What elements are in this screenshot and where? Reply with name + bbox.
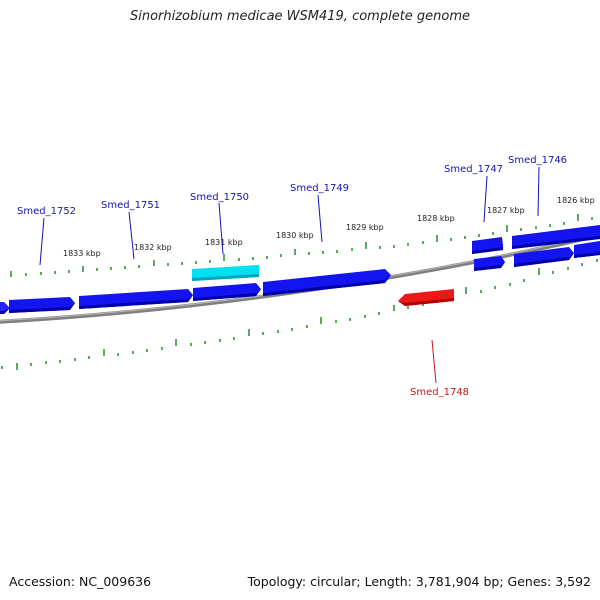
gene-label-smed-1752[interactable]: Smed_1752 bbox=[17, 206, 76, 217]
gene-label-leaders bbox=[39, 166, 540, 384]
tick-label-1828: 1828 kbp bbox=[417, 214, 455, 223]
gene-arrow-smed-1747-a[interactable] bbox=[472, 237, 503, 254]
gene-arrow-smed-1750-selected[interactable] bbox=[192, 265, 259, 281]
tick-label-1827: 1827 kbp bbox=[487, 206, 525, 215]
map-title: Sinorhizobium medicae WSM419, complete g… bbox=[129, 9, 471, 24]
gene-label-smed-1748[interactable]: Smed_1748 bbox=[410, 387, 469, 398]
gene-arrow-smed-1748[interactable] bbox=[398, 289, 454, 306]
tick-label-1826: 1826 kbp bbox=[557, 196, 595, 205]
gene-arrow-1745-b[interactable] bbox=[574, 241, 600, 258]
genome-summary-text: Topology: circular; Length: 3,781,904 bp… bbox=[247, 574, 591, 589]
tick-label-1829: 1829 kbp bbox=[346, 223, 384, 232]
gene-arrow-smed-1747-b[interactable] bbox=[474, 256, 505, 271]
genome-backbone bbox=[0, 233, 600, 324]
gene-label-smed-1746[interactable]: Smed_1746 bbox=[508, 155, 567, 166]
gene-arrow-smed-1750-lower[interactable] bbox=[193, 283, 261, 301]
gene-arrow-smed-1752[interactable] bbox=[9, 297, 75, 313]
gene-arrow-smed-1751[interactable] bbox=[79, 289, 193, 309]
forward-strand-genes bbox=[0, 225, 600, 314]
gene-arrow-smed-1749[interactable] bbox=[263, 269, 391, 296]
gene-arrow-1745-a[interactable] bbox=[514, 247, 574, 267]
gene-label-smed-1750[interactable]: Smed_1750 bbox=[190, 192, 249, 203]
accession-text: Accession: NC_009636 bbox=[9, 574, 152, 589]
tick-minor bbox=[10, 214, 593, 277]
gene-label-smed-1751[interactable]: Smed_1751 bbox=[101, 200, 160, 211]
gene-label-smed-1749[interactable]: Smed_1749 bbox=[290, 183, 349, 194]
gene-label-smed-1747[interactable]: Smed_1747 bbox=[444, 164, 503, 175]
upper-tick-row: 1833 kbp 1832 kbp 1831 kbp 1830 kbp 1829… bbox=[10, 196, 595, 277]
tick-label-1831: 1831 kbp bbox=[205, 238, 243, 247]
gene-arrow-1753[interactable] bbox=[0, 302, 10, 314]
tick-label-1833: 1833 kbp bbox=[63, 249, 101, 258]
gene-arrow-smed-1746[interactable] bbox=[512, 225, 600, 249]
tick-label-1832: 1832 kbp bbox=[134, 243, 172, 252]
tick-label-1830: 1830 kbp bbox=[276, 231, 314, 240]
